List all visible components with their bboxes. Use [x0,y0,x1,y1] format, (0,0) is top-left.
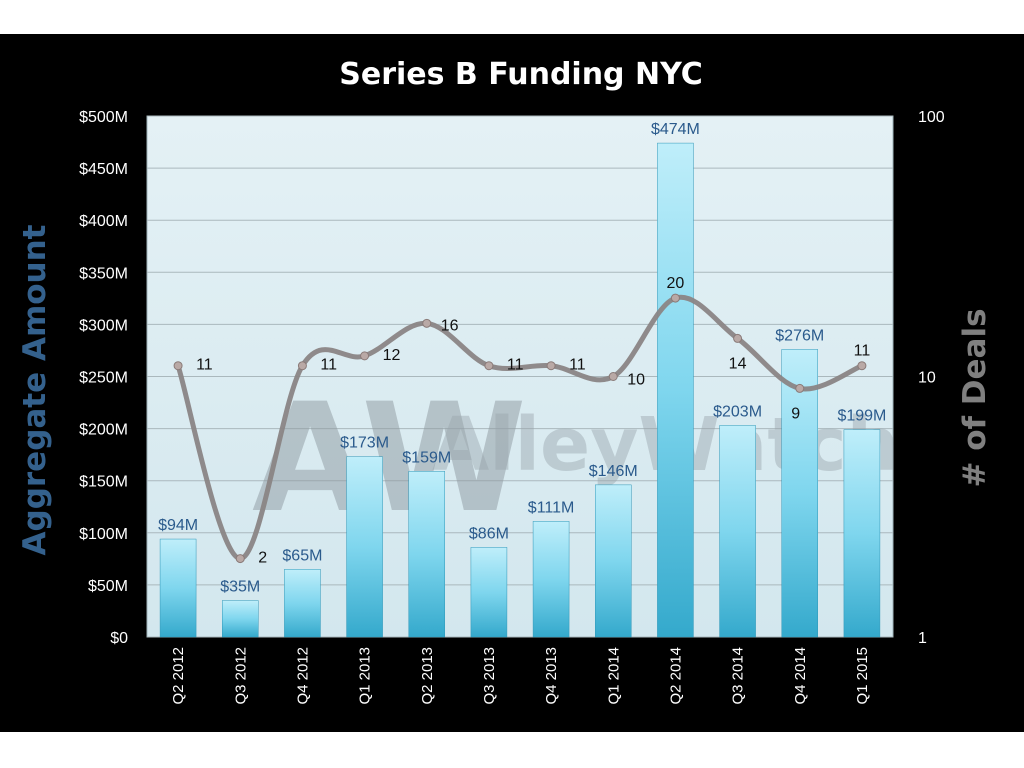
watermark-logo: AW [252,372,527,546]
gridlines [147,115,893,638]
bar-value-label: $159M [402,449,451,466]
bar [781,349,818,638]
y-tick-label: $400M [79,213,128,230]
deal-count-label: 2 [258,550,267,567]
y-axis-ticks: $0 $50M $100M $150M $200M $250M $300M $350M $400… [79,109,128,647]
bar [719,425,756,638]
bar-value-label: $146M [589,463,638,480]
x-tick-label: Q4 2012 [294,647,311,705]
y-tick-label: $500M [79,109,128,126]
deal-count-label: 10 [627,372,645,389]
bar-value-label: $173M [340,435,389,452]
y-axis-label: Aggregate Amount [17,224,53,555]
y2-tick-label: 100 [918,109,945,126]
bar [159,538,197,638]
bar [470,547,508,638]
deal-count-label: 11 [196,357,213,374]
bars [159,142,881,638]
y2-axis-ticks: 1 10 100 [918,109,945,647]
bar-labels: $94M $35M $65M $173M $159M $86M $111M $146M $474… [158,121,886,595]
deal-point [173,361,183,371]
deal-point [422,318,432,328]
x-tick-label: Q1 2013 [357,647,374,705]
y2-axis-label: # of Deals [957,308,993,487]
y-tick-label: $50M [88,578,128,595]
bar [657,142,694,638]
bar [843,429,881,638]
deal-point [546,361,556,371]
bar-value-label: $199M [837,408,886,425]
bar-value-label: $111M [528,499,575,516]
x-tick-label: Q4 2014 [792,647,809,705]
deal-count-label: 11 [320,357,337,374]
x-tick-label: Q3 2014 [730,647,747,705]
x-tick-label: Q2 2014 [667,647,684,705]
deal-count-label: 12 [383,347,401,364]
y2-tick-label: 1 [918,630,927,647]
deal-point [297,361,307,371]
bar-value-label: $65M [282,547,322,564]
deal-count-label: 20 [667,275,685,292]
x-tick-label: Q4 2013 [543,647,560,705]
x-axis-ticks: Q2 2012 Q3 2012 Q4 2012 Q1 2013 Q2 2013 Q3 20… [170,647,871,705]
deal-point [484,361,494,371]
bar-value-label: $276M [775,327,824,344]
deal-point [360,351,370,361]
x-tick-label: Q2 2013 [419,647,436,705]
y-tick-label: $0 [110,630,128,647]
deal-count-label: 16 [441,317,459,334]
bar-value-label: $94M [158,517,198,534]
deal-point [795,383,805,393]
chart-title: Series B Funding NYC [339,57,703,92]
bar-value-label: $203M [713,403,762,420]
deal-point [235,554,245,564]
deal-point [670,293,680,303]
bar-value-label: $35M [220,579,260,596]
bar [346,456,383,638]
bar [222,600,259,638]
deal-labels: 11 2 11 12 16 11 11 10 20 14 9 11 [196,275,870,566]
y-tick-label: $100M [79,526,128,543]
bar [595,484,632,638]
bar [532,521,570,638]
deal-point [608,372,618,381]
y-tick-label: $150M [79,474,128,491]
x-tick-label: Q3 2013 [481,647,498,705]
bar-value-label: $86M [469,525,509,542]
x-tick-label: Q2 2012 [170,647,187,705]
y-tick-label: $200M [79,422,128,439]
x-tick-label: Q3 2012 [232,647,249,705]
bar [284,569,321,638]
x-tick-label: Q1 2014 [605,647,622,705]
deal-count-label: 9 [791,405,800,422]
deal-point [857,361,867,371]
deal-count-label: 11 [854,343,871,360]
y2-tick-label: 10 [918,370,936,387]
deal-count-label: 11 [569,357,586,374]
y-tick-label: $300M [79,317,128,334]
deal-count-label: 14 [729,355,747,372]
deals-line [173,293,867,564]
y-tick-label: $250M [79,370,128,387]
deal-count-label: 11 [507,357,524,374]
deal-point [733,333,743,343]
y-tick-label: $450M [79,161,128,178]
x-tick-label: Q1 2015 [854,647,871,705]
bar-value-label: $474M [651,121,700,138]
bar [408,471,445,638]
y-tick-label: $350M [79,265,128,282]
